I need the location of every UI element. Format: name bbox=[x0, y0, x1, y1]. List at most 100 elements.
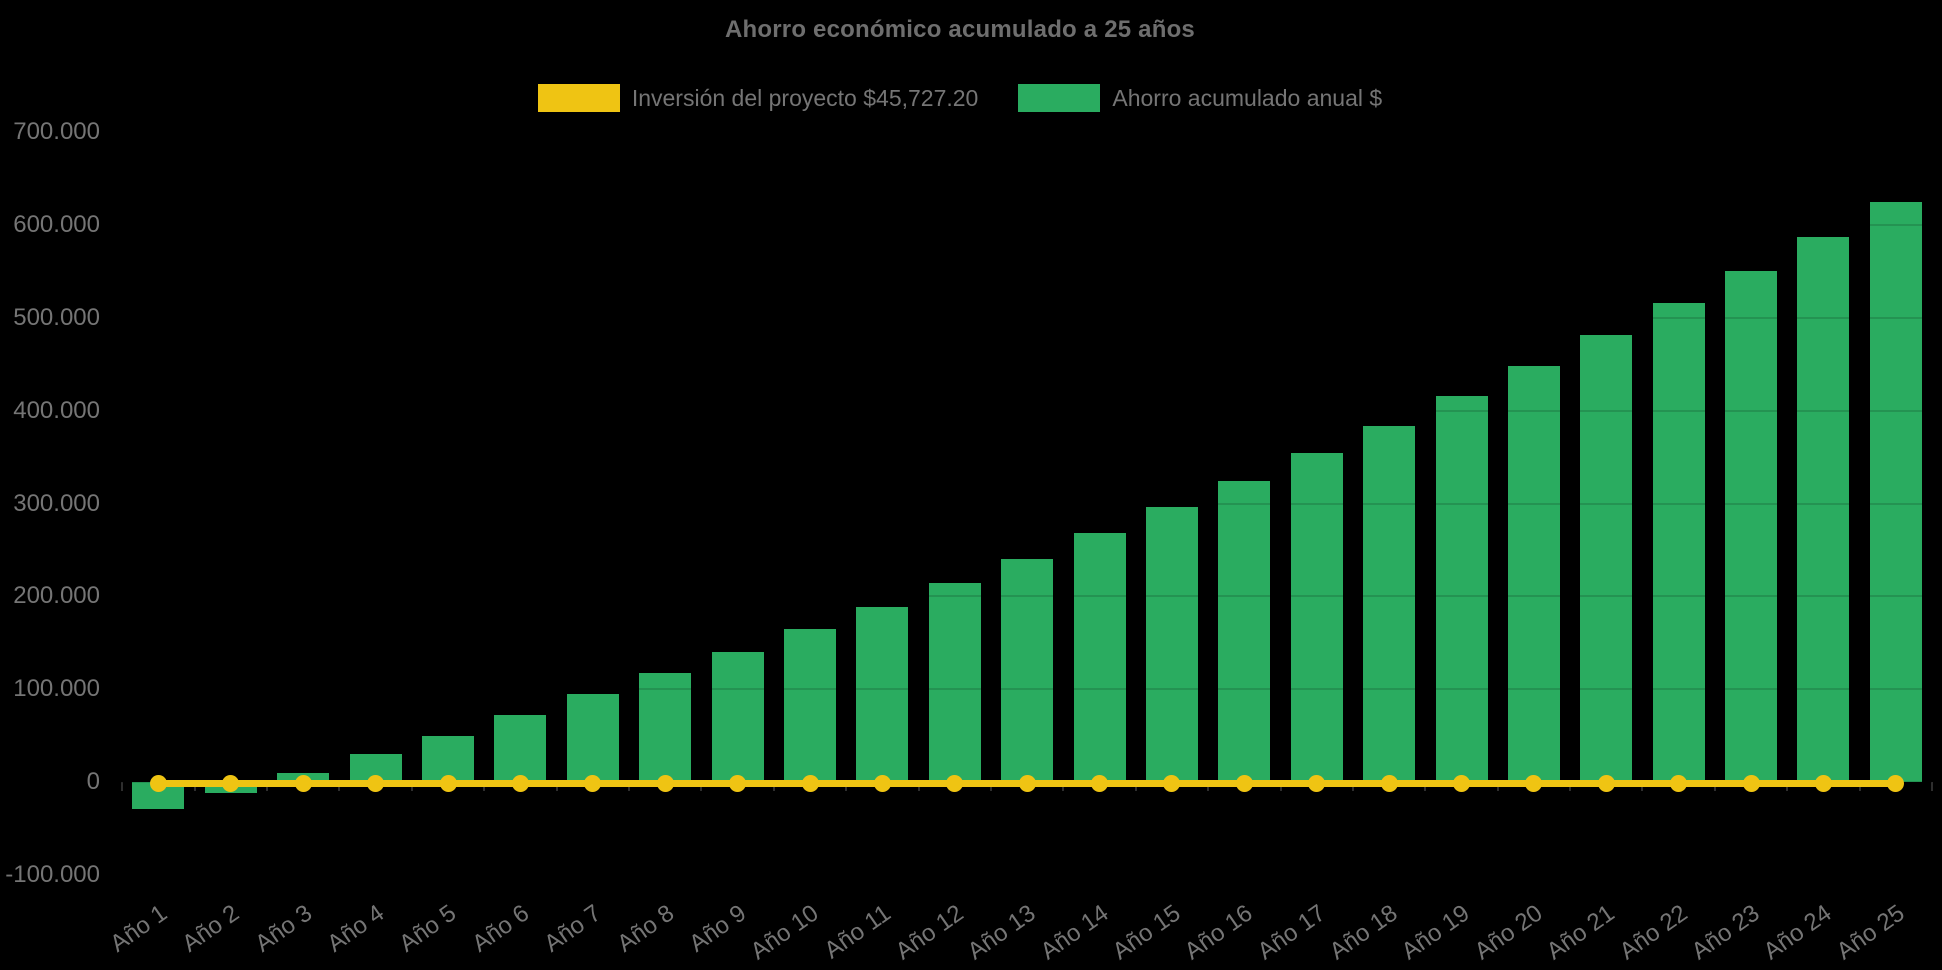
x-tick-label: Año 5 bbox=[394, 899, 462, 958]
bar-ano-10[interactable] bbox=[784, 629, 836, 782]
investment-point-marker[interactable] bbox=[1018, 775, 1036, 792]
y-tick-label: 600.000 bbox=[13, 211, 100, 239]
investment-point-marker[interactable] bbox=[946, 775, 964, 792]
investment-point-marker[interactable] bbox=[1091, 775, 1109, 792]
x-axis-tick bbox=[1713, 782, 1716, 791]
investment-point-marker[interactable] bbox=[1380, 775, 1398, 792]
bar-ano-12[interactable] bbox=[928, 583, 981, 782]
grid-line bbox=[110, 873, 1932, 876]
y-tick-label: 100.000 bbox=[13, 675, 100, 703]
x-axis-tick bbox=[1351, 782, 1354, 791]
x-axis-tick bbox=[555, 782, 558, 791]
investment-point-marker[interactable] bbox=[367, 775, 385, 792]
bar-ano-11[interactable] bbox=[856, 606, 909, 782]
x-tick-label: Año 7 bbox=[539, 899, 607, 958]
y-tick-label: 200.000 bbox=[13, 582, 100, 610]
bar-ano-6[interactable] bbox=[494, 715, 547, 782]
investment-point-marker[interactable] bbox=[1814, 775, 1832, 792]
investment-point-marker[interactable] bbox=[1163, 775, 1181, 792]
chart-title: Ahorro económico acumulado a 25 años bbox=[725, 16, 1195, 43]
bar-ano-8[interactable] bbox=[639, 673, 692, 782]
y-tick-label: 0 bbox=[86, 768, 100, 795]
x-tick-label: Año 25 bbox=[1831, 899, 1910, 966]
x-axis-tick bbox=[483, 782, 486, 791]
bar-ano-20[interactable] bbox=[1507, 365, 1560, 782]
investment-point-marker[interactable] bbox=[1742, 775, 1760, 792]
x-tick-label: Año 3 bbox=[249, 899, 317, 958]
bar-ano-9[interactable] bbox=[711, 651, 764, 782]
x-tick-label: Año 17 bbox=[1252, 899, 1331, 966]
bar-ano-5[interactable] bbox=[422, 736, 475, 782]
grid-line bbox=[110, 595, 1932, 598]
bar-ano-13[interactable] bbox=[1001, 558, 1054, 782]
investment-point-marker[interactable] bbox=[1453, 775, 1470, 792]
x-axis-tick bbox=[1424, 782, 1427, 791]
investment-point-marker[interactable] bbox=[1597, 775, 1615, 792]
investment-point-marker[interactable] bbox=[584, 775, 602, 792]
x-axis-tick bbox=[410, 782, 413, 791]
legend-label-savings: Ahorro acumulado anual $ bbox=[1112, 85, 1383, 111]
bar-ano-23[interactable] bbox=[1725, 270, 1778, 782]
x-axis-tick bbox=[989, 782, 992, 791]
investment-point-marker[interactable] bbox=[1525, 775, 1543, 792]
x-tick-label: Año 18 bbox=[1324, 899, 1403, 966]
x-tick-label: Año 12 bbox=[890, 899, 969, 966]
x-tick-label: Año 21 bbox=[1541, 899, 1620, 966]
bar-ano-21[interactable] bbox=[1580, 335, 1633, 782]
investment-point-marker[interactable] bbox=[149, 775, 167, 792]
legend-item-investment[interactable]: Inversión del proyecto $45,727.20 bbox=[537, 84, 979, 112]
bar-ano-17[interactable] bbox=[1290, 453, 1343, 782]
investment-point-marker[interactable] bbox=[729, 775, 747, 792]
investment-point-marker[interactable] bbox=[1670, 775, 1688, 792]
investment-point-marker[interactable] bbox=[294, 775, 312, 792]
x-axis-tick bbox=[1931, 782, 1934, 791]
x-axis-tick bbox=[1062, 782, 1065, 791]
investment-point-marker[interactable] bbox=[439, 775, 457, 792]
x-axis-tick bbox=[1569, 782, 1572, 791]
x-axis-tick bbox=[1207, 782, 1210, 791]
bar-ano-19[interactable] bbox=[1435, 395, 1488, 782]
legend-label-investment: Inversión del proyecto $45,727.20 bbox=[631, 85, 979, 111]
grid-line bbox=[110, 502, 1932, 505]
y-tick-label: -100.000 bbox=[5, 860, 100, 888]
bar-ano-15[interactable] bbox=[1145, 506, 1198, 782]
investment-point-marker[interactable] bbox=[1235, 775, 1253, 792]
bar-ano-24[interactable] bbox=[1797, 236, 1850, 782]
x-tick-label: Año 24 bbox=[1759, 899, 1837, 966]
x-axis-tick bbox=[845, 782, 848, 791]
bar-ano-18[interactable] bbox=[1363, 425, 1416, 782]
investment-point-marker[interactable] bbox=[656, 775, 674, 792]
bar-ano-25[interactable] bbox=[1869, 201, 1922, 782]
x-tick-label: Año 19 bbox=[1397, 899, 1475, 966]
x-axis-tick bbox=[1786, 782, 1789, 791]
investment-point-marker[interactable] bbox=[222, 775, 240, 792]
x-axis-tick bbox=[1134, 782, 1137, 791]
investment-point-marker[interactable] bbox=[873, 775, 891, 792]
x-tick-label: Año 9 bbox=[684, 899, 752, 958]
x-tick-label: Año 11 bbox=[819, 899, 896, 965]
x-tick-label: Año 14 bbox=[1035, 899, 1114, 966]
chart-legend: Inversión del proyecto $45,727.20 Ahorro… bbox=[0, 84, 1920, 112]
legend-item-savings[interactable]: Ahorro acumulado anual $ bbox=[1018, 84, 1382, 112]
x-tick-label: Año 16 bbox=[1180, 899, 1258, 966]
x-tick-label: Año 4 bbox=[322, 899, 390, 958]
x-tick-label: Año 1 bbox=[105, 899, 172, 958]
x-tick-label: Año 22 bbox=[1614, 899, 1693, 966]
bar-ano-7[interactable] bbox=[566, 693, 619, 782]
investment-point-marker[interactable] bbox=[511, 775, 529, 792]
bar-ano-22[interactable] bbox=[1652, 302, 1705, 782]
x-tick-label: Año 6 bbox=[467, 899, 534, 958]
investment-point-marker[interactable] bbox=[1308, 775, 1326, 792]
x-axis-tick bbox=[1496, 782, 1499, 791]
x-tick-label: Año 20 bbox=[1469, 899, 1548, 966]
y-tick-label: 500.000 bbox=[13, 304, 100, 331]
x-axis-tick bbox=[628, 782, 631, 791]
x-axis-tick bbox=[1641, 782, 1644, 791]
bar-ano-14[interactable] bbox=[1073, 533, 1126, 782]
grid-line bbox=[110, 224, 1932, 227]
bar-ano-16[interactable] bbox=[1218, 480, 1271, 782]
investment-point-marker[interactable] bbox=[1887, 775, 1905, 792]
x-tick-label: Año 23 bbox=[1686, 899, 1765, 966]
investment-point-marker[interactable] bbox=[801, 775, 819, 792]
